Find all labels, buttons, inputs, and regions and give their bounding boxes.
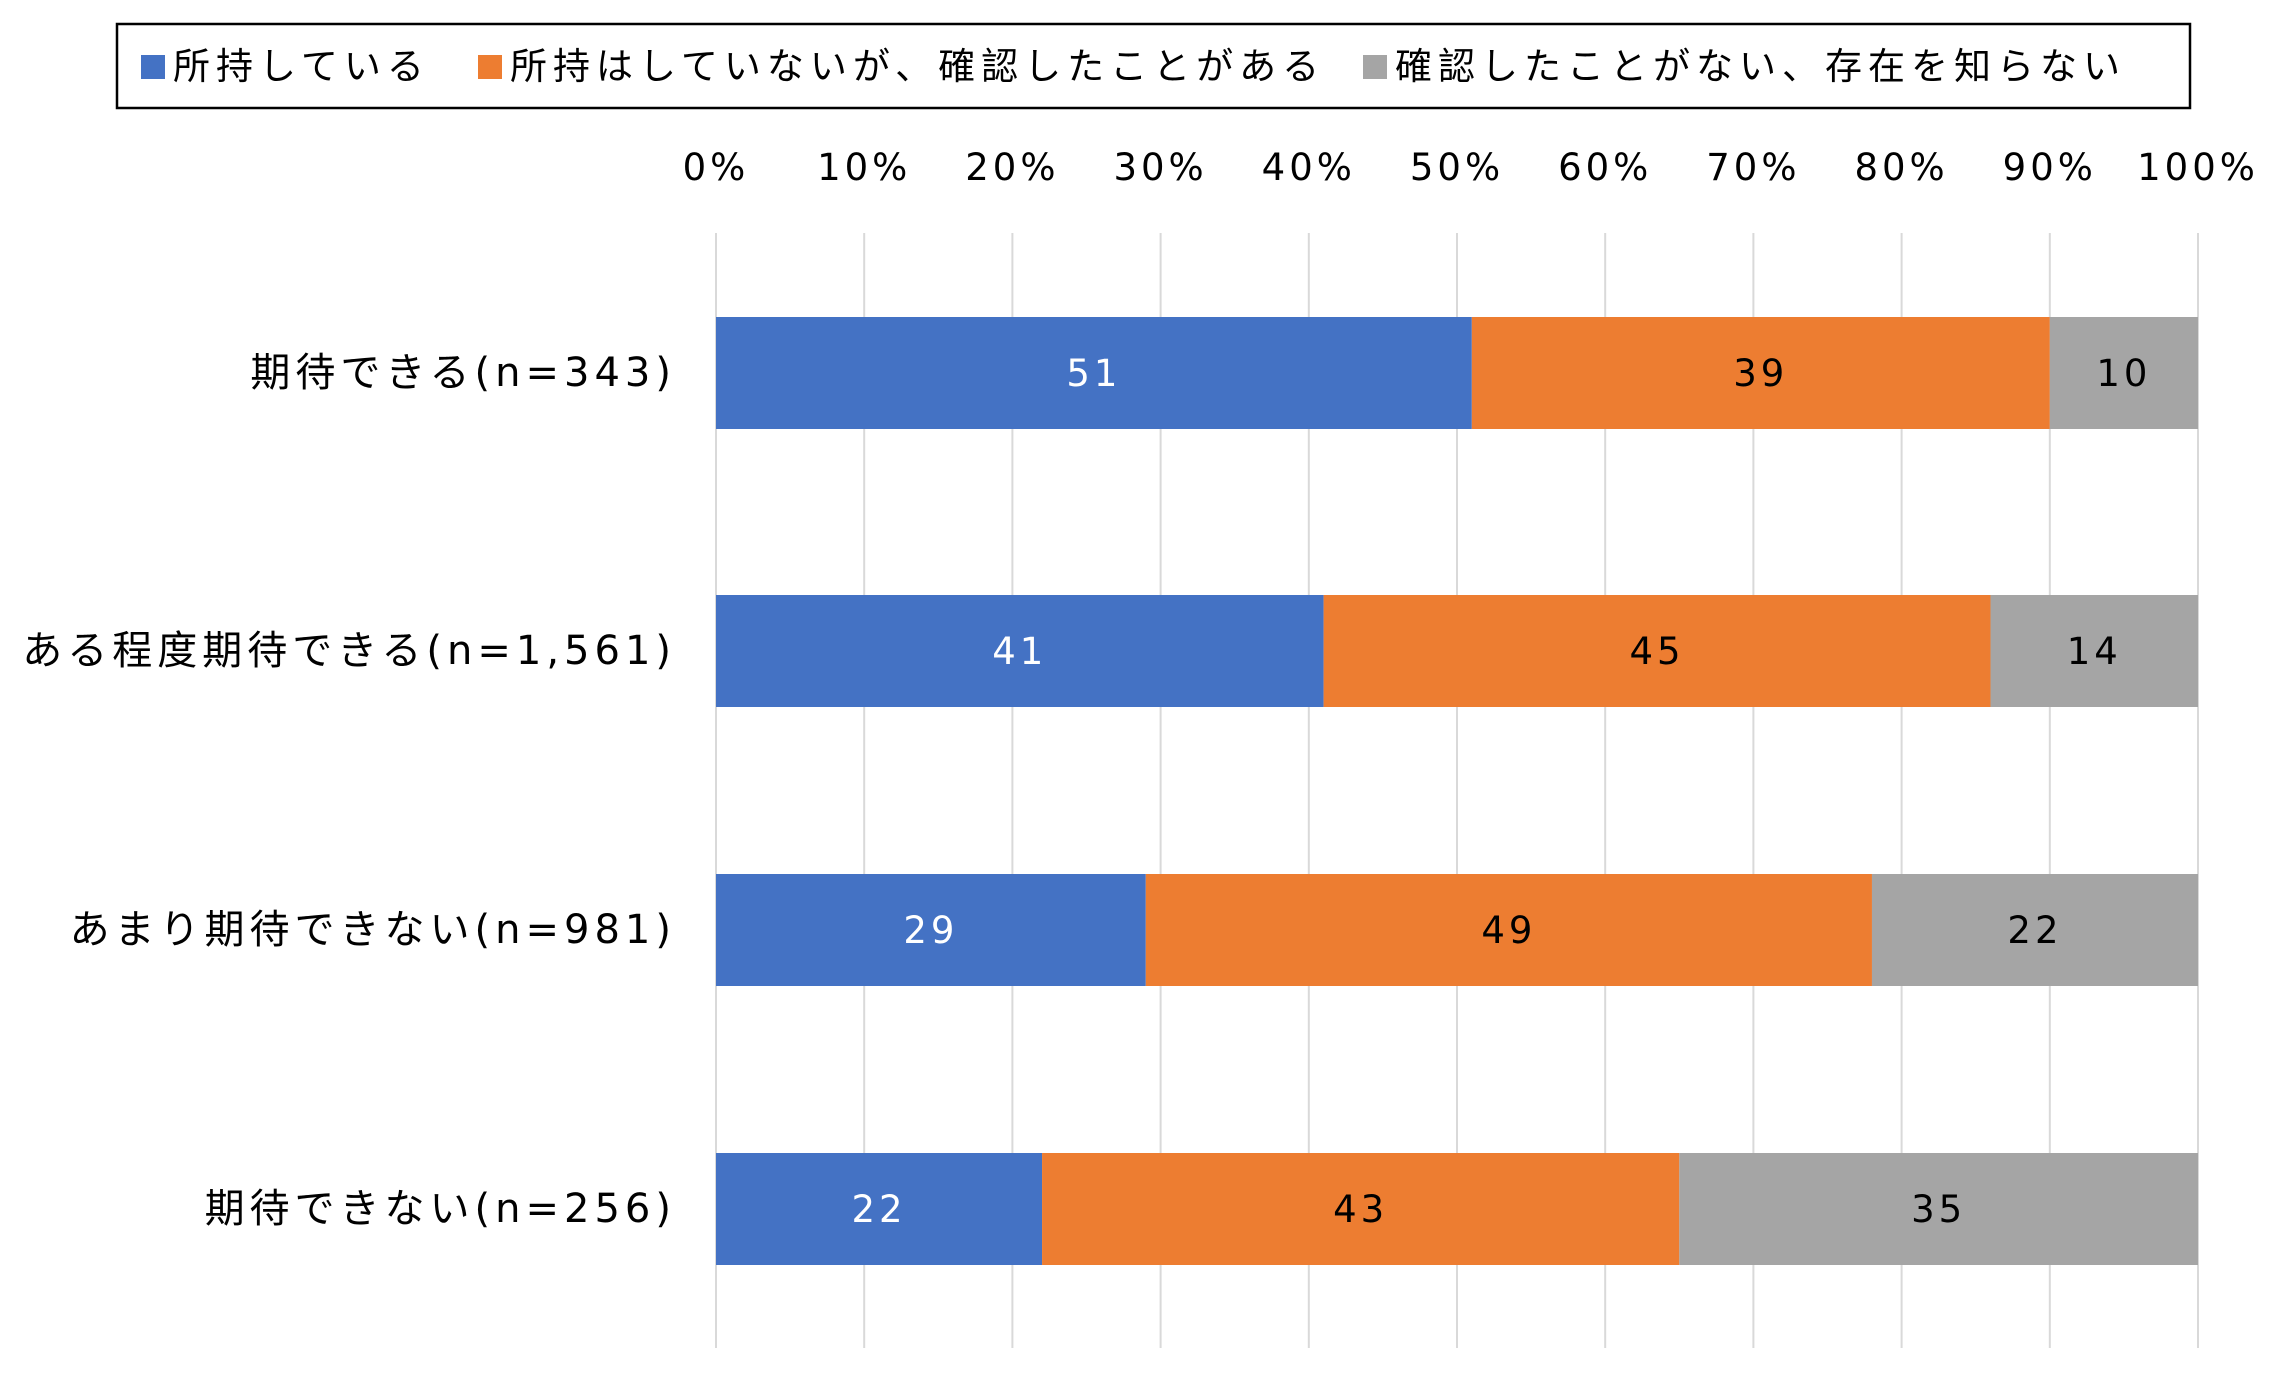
bar-segment [1145, 874, 1872, 986]
bar-segment [2049, 317, 2198, 429]
category-label: あまり期待できない(n=981) [70, 907, 676, 953]
bar-segment [716, 595, 1324, 707]
bar-segment [1990, 595, 2198, 707]
bar-segment [1871, 874, 2198, 986]
data-label: 51 [1066, 352, 1121, 395]
x-tick-label: 10% [817, 146, 911, 189]
data-label: 35 [1911, 1188, 1966, 1231]
x-axis-ticks: 0% 10% 20% 30% 40% 50% 60% 70% 80% 90% 100% [683, 146, 2259, 189]
category-label: 期待できる(n=343) [250, 350, 676, 396]
data-label: 41 [992, 630, 1047, 673]
legend-swatch [478, 55, 502, 79]
category-label: ある程度期待できる(n=1,561) [22, 628, 676, 674]
bar-segment [1679, 1153, 2198, 1265]
bar-segment [1323, 595, 1991, 707]
legend-swatch [141, 55, 165, 79]
data-label: 39 [1733, 352, 1788, 395]
x-tick-label: 20% [965, 146, 1059, 189]
bar-segment [1471, 317, 2050, 429]
x-tick-label: 60% [1558, 146, 1652, 189]
data-label: 49 [1481, 909, 1536, 952]
legend-swatch [1363, 55, 1387, 79]
legend-frame [115, 22, 2192, 110]
x-tick-label: 70% [1706, 146, 1800, 189]
bar-segment [716, 317, 1472, 429]
data-label: 43 [1333, 1188, 1388, 1231]
legend: 所持している 所持はしていないが、確認したことがある 確認したことがない、存在を知ら… [115, 22, 2192, 110]
bar-segment [716, 1153, 1043, 1265]
x-tick-label: 90% [2003, 146, 2097, 189]
category-label: 期待できない(n=256) [205, 1186, 676, 1232]
legend-label: 所持している [173, 45, 430, 88]
data-label: 14 [2067, 630, 2122, 673]
legend-label: 確認したことがない、存在を知らない [1395, 45, 2126, 88]
data-label: 10 [2096, 352, 2151, 395]
x-tick-label: 80% [1854, 146, 1948, 189]
data-label: 45 [1630, 630, 1685, 673]
bars: 51 39 10 期待できる(n=343) 41 45 14 ある程度期待できる(n=1,56… [22, 317, 2198, 1265]
x-tick-label: 50% [1410, 146, 1504, 189]
data-label: 22 [2007, 909, 2062, 952]
x-tick-label: 40% [1262, 146, 1356, 189]
data-label: 29 [903, 909, 958, 952]
bar-segment [1042, 1153, 1680, 1265]
x-tick-label: 0% [683, 146, 750, 189]
legend-label: 所持はしていないが、確認したことがある [510, 45, 1325, 88]
data-label: 22 [851, 1188, 906, 1231]
x-tick-label: 30% [1113, 146, 1207, 189]
bar-segment [716, 874, 1146, 986]
x-tick-label: 100% [2137, 146, 2259, 189]
